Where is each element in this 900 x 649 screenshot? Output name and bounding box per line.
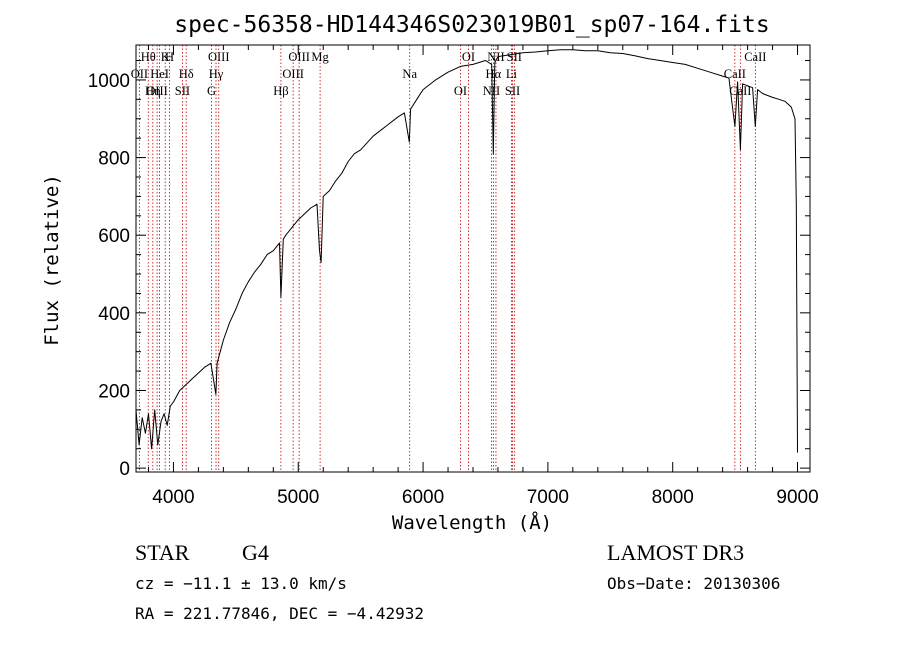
line-label: NII — [487, 50, 504, 64]
y-tick-label: 200 — [98, 381, 130, 402]
y-axis-ticks: 0 200 400 600 800 1000 — [88, 60, 810, 480]
y-tick-label: 800 — [98, 149, 130, 170]
x-axis-label: Wavelength (Å) — [392, 511, 552, 534]
line-label: SII — [505, 84, 520, 98]
y-tick-label: 600 — [98, 226, 130, 247]
line-label: Hβ — [273, 84, 288, 98]
line-label: OIII — [208, 50, 230, 64]
line-label: H — [165, 50, 174, 64]
line-label: Hδ — [179, 67, 194, 81]
line-label: G — [207, 84, 216, 98]
line-label: Mg — [311, 50, 329, 64]
y-tick-label: 0 — [119, 459, 130, 480]
line-label: HeI — [150, 67, 169, 81]
y-axis-label: Flux (relative) — [41, 174, 63, 346]
redshift-value: cz = −11.1 ± 13.0 km/s — [135, 574, 347, 593]
line-label: OI — [462, 50, 475, 64]
line-label: Hη — [145, 84, 161, 98]
x-tick-label: 9000 — [776, 487, 818, 508]
x-tick-label: 7000 — [527, 487, 569, 508]
line-label: K — [161, 50, 170, 64]
ra-dec-coordinates: RA = 221.77846, DEC = −4.42932 — [135, 604, 424, 623]
line-label: CaII — [744, 50, 766, 64]
obs-date: Obs−Date: 20130306 — [607, 574, 781, 593]
spectral-line-labels: Hθ OII OIII K HeI Hη H Hδ SII OIII Hγ G OIII OIII Hβ Mg… — [131, 50, 767, 98]
line-label: OI — [454, 84, 467, 98]
line-label: OII — [131, 67, 148, 81]
line-label: Hθ — [141, 50, 156, 64]
chart-title: spec-56358-HD144346S023019B01_sp07-164.f… — [174, 12, 769, 38]
line-label: OIII — [282, 67, 304, 81]
line-label: Hα — [486, 67, 502, 81]
line-label: OIII — [288, 50, 310, 64]
object-subclass: G4 — [242, 540, 269, 565]
object-class: STAR — [135, 540, 190, 565]
plot-frame — [135, 44, 811, 473]
line-label: Hγ — [209, 67, 224, 81]
x-tick-label: 4000 — [152, 487, 194, 508]
x-tick-label: 6000 — [402, 487, 444, 508]
line-label: Li — [506, 67, 518, 81]
line-label: NII — [483, 84, 500, 98]
x-axis-ticks: 4000 5000 6000 7000 8000 9000 — [147, 45, 819, 508]
line-label: SII — [507, 50, 522, 64]
y-tick-label: 1000 — [88, 71, 130, 92]
line-label: CaII — [724, 67, 746, 81]
survey-name: LAMOST DR3 — [607, 540, 745, 565]
x-tick-label: 8000 — [652, 487, 694, 508]
flux-series-line — [135, 49, 798, 453]
spectral-line-markers — [138, 45, 756, 472]
line-label: OIII — [146, 84, 168, 98]
y-tick-label: 400 — [98, 304, 130, 325]
line-label: SII — [175, 84, 190, 98]
x-tick-label: 5000 — [277, 487, 319, 508]
line-label: Na — [402, 67, 417, 81]
line-label: CaII — [729, 84, 751, 98]
